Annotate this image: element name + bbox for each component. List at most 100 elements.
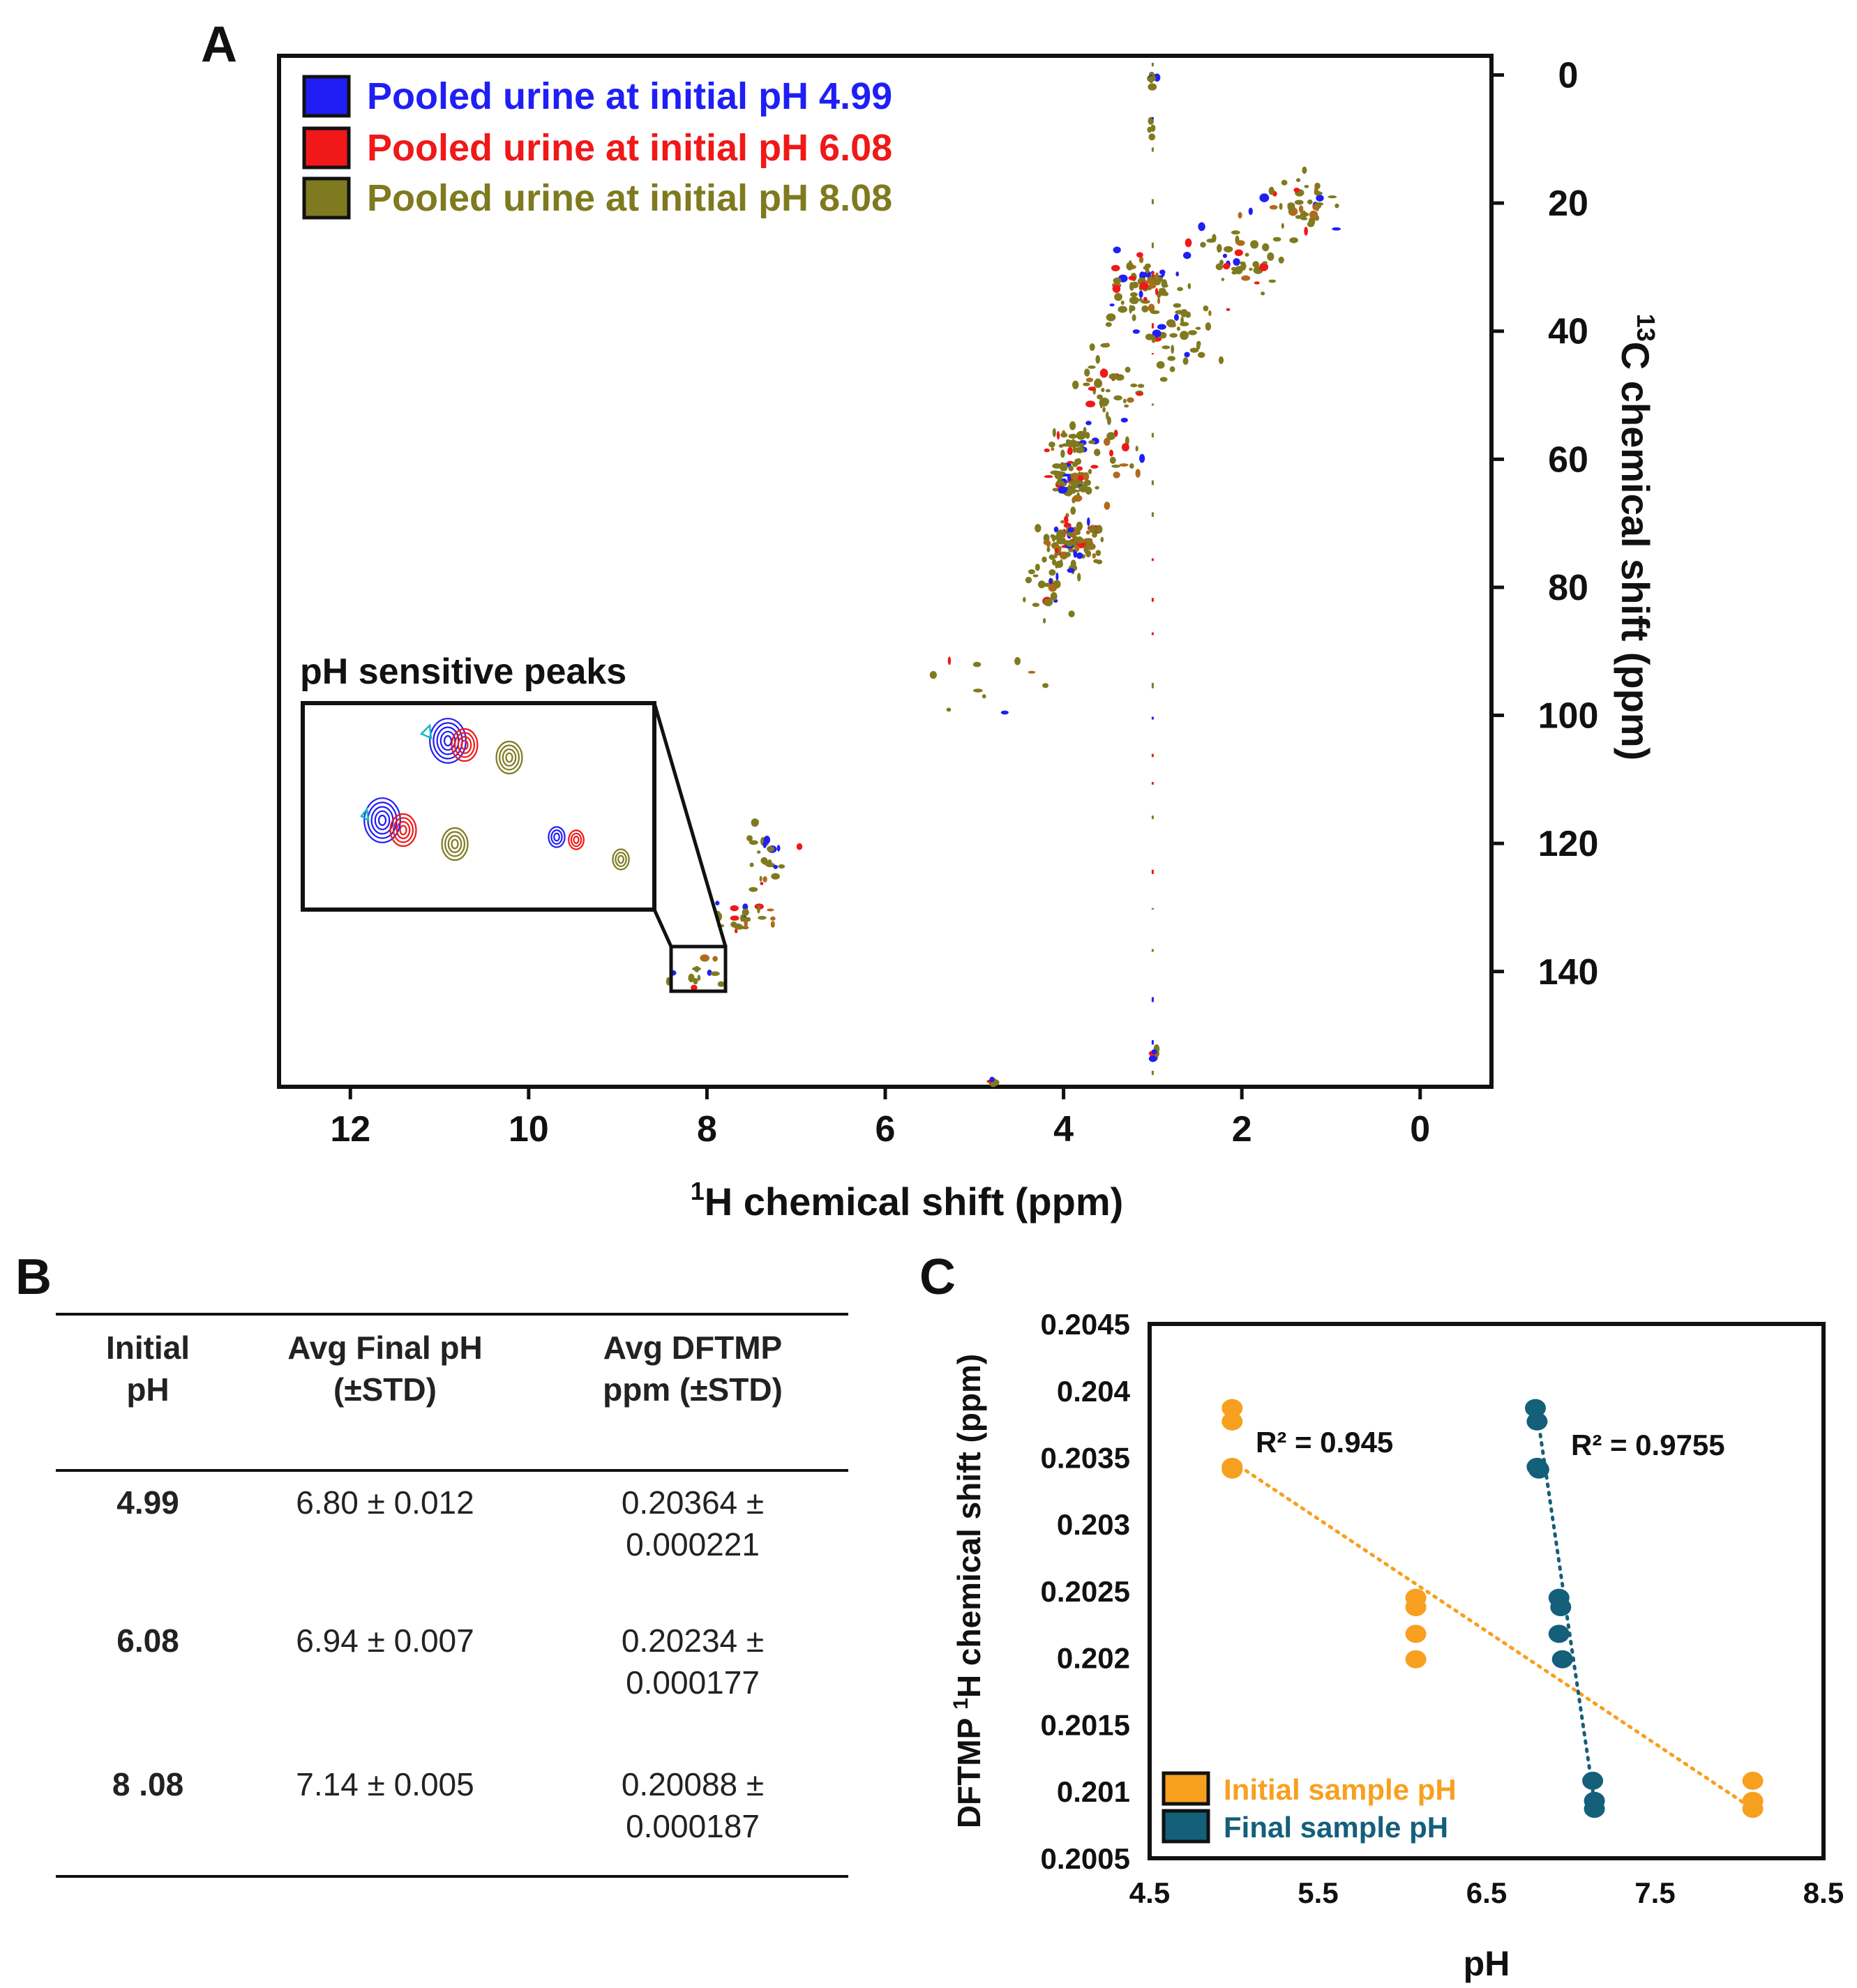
c-x-tick-label: 6.5 [1466,1876,1507,1909]
hsqc-peak [1072,486,1076,494]
hsqc-peak [1151,1049,1157,1055]
hsqc-peak [1180,309,1188,317]
point-final [1548,1625,1570,1643]
hsqc-peak [1066,541,1073,547]
hsqc-peak [1059,559,1063,566]
hsqc-peak [1076,458,1082,465]
point-final [1525,1399,1546,1417]
hsqc-peak [1148,133,1156,141]
hsqc-peak [1148,75,1156,82]
hsqc-peak [1252,261,1259,268]
point-initial [1742,1800,1764,1818]
panel-b-label: B [15,1249,52,1305]
hsqc-peak [692,967,701,971]
hsqc-peak [1054,548,1059,554]
hsqc-peak [1085,530,1090,535]
hsqc-peak [1085,486,1092,495]
hsqc-peak [1272,236,1281,242]
inset-contour-ring [433,722,463,760]
table-cell-ppm-line1: 0.20088 ± [622,1766,764,1802]
legend-label-ph-4-99: Pooled urine at initial pH 4.99 [367,75,892,117]
hsqc-peak [1139,281,1149,290]
hsqc-peak [1048,569,1056,576]
hsqc-peak [1224,246,1233,253]
inset-contours [360,718,630,871]
hsqc-peak [1068,610,1075,617]
hsqc-peak [1304,185,1309,188]
hsqc-peak [770,916,776,921]
hsqc-peak [1046,540,1051,548]
x-tick-label: 12 [330,1109,370,1150]
hsqc-peak [1164,284,1168,288]
hsqc-peak [1314,182,1321,190]
hsqc-peak [767,908,774,912]
hsqc-peak [760,882,764,885]
hsqc-peak [1042,556,1047,563]
hsqc-peak [757,850,761,854]
legend-swatch-ph-8-08 [302,176,351,220]
hsqc-peak [1169,366,1175,372]
panel-c-legend: Initial sample pH Final sample pH [1161,1771,1457,1844]
hsqc-peak [1052,428,1056,437]
point-final [1526,1412,1548,1431]
hsqc-peak [1023,596,1026,603]
hsqc-peak [1295,215,1302,219]
trendline-initial [1230,1459,1755,1811]
hsqc-peak [1093,559,1099,564]
hsqc-peak [1014,657,1021,665]
hsqc-peak [710,971,720,977]
noise-dot [1151,683,1154,688]
hsqc-peak [1129,282,1134,291]
hsqc-peak [1335,203,1339,209]
noise-dot [1151,632,1154,635]
hsqc-peak [1143,296,1148,301]
hsqc-peak [763,836,771,844]
hsqc-peak [1055,572,1059,581]
hsqc-peak [1293,188,1300,193]
hsqc-peak [712,956,718,962]
hsqc-peak [1055,564,1058,568]
hsqc-peak [1028,670,1036,674]
hsqc-peak [1094,378,1102,388]
inset-contour-ring [573,835,580,844]
hsqc-peak [1188,330,1197,336]
hsqc-peak [1177,287,1183,292]
c-y-tick-label: 0.2025 [1041,1575,1130,1608]
hsqc-peak [1037,580,1046,589]
panel-c-plot-frame [1148,1322,1826,1860]
noise-dot [1151,949,1154,952]
panel-c-x-axis-label: pH [1464,1944,1510,1983]
hsqc-peak [1058,486,1068,494]
hsqc-peak [1149,283,1157,289]
hsqc-peak [1102,407,1106,413]
noise-dot [1151,558,1154,562]
hsqc-peak [691,984,698,991]
hsqc-peak [1114,293,1122,301]
noise-dot [1151,908,1154,910]
hsqc-peak [1035,564,1040,571]
hsqc-peak [973,688,983,693]
hsqc-peak [1056,538,1066,545]
point-initial [1221,1399,1243,1417]
hsqc-peak [1000,710,1009,715]
hsqc-peak [1135,469,1141,478]
point-initial [1405,1625,1427,1643]
c-x-tick-label: 5.5 [1298,1876,1338,1909]
hsqc-peak [749,862,754,868]
hsqc-peak [982,694,986,699]
hsqc-peak [1195,326,1201,330]
c-x-tick-label: 8.5 [1803,1876,1844,1909]
legend-label-ph-8-08: Pooled urine at initial pH 8.08 [367,177,892,219]
hsqc-peak [1052,488,1059,492]
hsqc-peak [715,901,720,905]
hsqc-peak [1171,345,1175,354]
hsqc-peak [1268,186,1275,195]
noise-dot [1151,997,1154,1002]
hsqc-peak [759,875,762,882]
hsqc-peak [1101,388,1105,393]
hsqc-peak [1125,436,1129,446]
hsqc-peak [1088,386,1096,391]
hsqc-peak [1268,279,1277,283]
r2-final-label: R² = 0.9755 [1571,1429,1725,1461]
x-tick-label: 2 [1232,1109,1252,1150]
